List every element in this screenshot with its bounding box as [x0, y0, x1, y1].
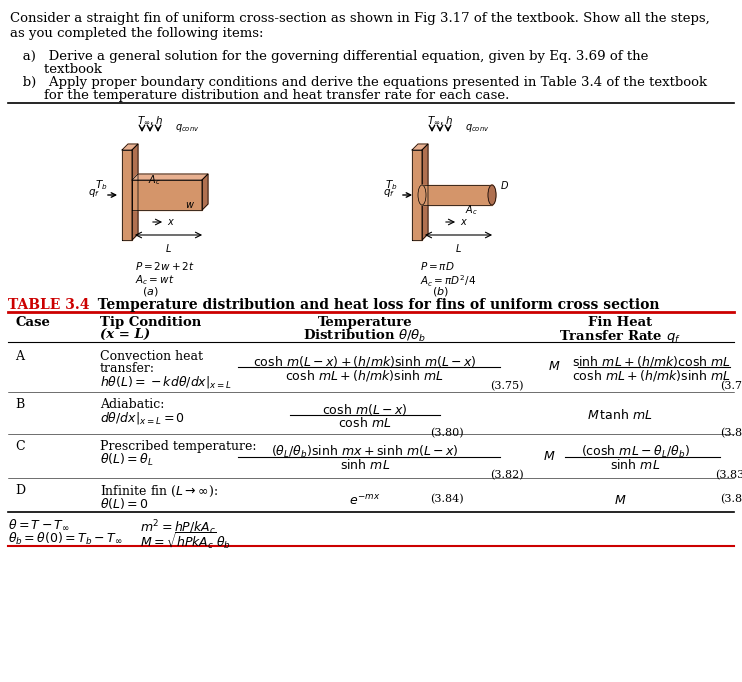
Polygon shape — [132, 174, 208, 180]
Text: $w$: $w$ — [185, 200, 195, 210]
Text: $\cosh\,m(L-x) + (h/mk)\sinh\,m(L-x)$: $\cosh\,m(L-x) + (h/mk)\sinh\,m(L-x)$ — [253, 354, 477, 369]
Text: $M$: $M$ — [548, 360, 560, 373]
Text: A: A — [15, 350, 24, 363]
Text: (3.75): (3.75) — [490, 381, 524, 391]
Polygon shape — [132, 180, 202, 210]
Text: Case: Case — [15, 316, 50, 329]
Ellipse shape — [488, 185, 496, 205]
Polygon shape — [412, 144, 428, 150]
Text: $D$: $D$ — [500, 179, 509, 191]
Text: textbook: textbook — [10, 63, 102, 76]
Text: (3.81): (3.81) — [720, 428, 742, 439]
Text: $m^2 = hP/kA_c$: $m^2 = hP/kA_c$ — [140, 518, 216, 537]
Text: $x$: $x$ — [460, 217, 468, 227]
Text: $q_f$: $q_f$ — [383, 187, 395, 199]
Text: $T_\infty, h$: $T_\infty, h$ — [137, 115, 163, 128]
Text: $\theta(L) = \theta_L$: $\theta(L) = \theta_L$ — [100, 452, 154, 468]
Text: Transfer Rate $q_f$: Transfer Rate $q_f$ — [559, 328, 681, 345]
Text: $\cosh\,mL + (h/mk)\sinh\,mL$: $\cosh\,mL + (h/mk)\sinh\,mL$ — [572, 368, 731, 383]
Text: $T_\infty, h$: $T_\infty, h$ — [427, 115, 453, 128]
Text: $\sinh\,mL$: $\sinh\,mL$ — [340, 458, 390, 472]
Text: $P = \pi D$: $P = \pi D$ — [420, 260, 455, 272]
Text: B: B — [15, 398, 24, 411]
Text: Temperature distribution and heat loss for fins of uniform cross section: Temperature distribution and heat loss f… — [88, 298, 660, 312]
Text: $M$: $M$ — [614, 494, 626, 507]
Text: $x$: $x$ — [167, 217, 175, 227]
Text: $q_{conv}$: $q_{conv}$ — [175, 122, 200, 134]
Text: (x = L): (x = L) — [100, 328, 150, 341]
Text: Tip Condition: Tip Condition — [100, 316, 201, 329]
Text: $\cosh\,m(L-x)$: $\cosh\,m(L-x)$ — [322, 402, 408, 417]
Text: $\theta(L) = 0$: $\theta(L) = 0$ — [100, 496, 149, 511]
Text: Infinite fin ($L \rightarrow \infty$):: Infinite fin ($L \rightarrow \infty$): — [100, 484, 218, 499]
Text: $T_b$: $T_b$ — [385, 178, 398, 192]
Text: $\sinh\,mL$: $\sinh\,mL$ — [610, 458, 660, 472]
Text: $M$: $M$ — [542, 450, 555, 463]
Text: (3.82): (3.82) — [490, 470, 524, 480]
Text: (3.83): (3.83) — [715, 470, 742, 480]
Text: $h\theta(L) = -kd\theta/dx|_{x=L}$: $h\theta(L) = -kd\theta/dx|_{x=L}$ — [100, 374, 232, 390]
Text: $P = 2w + 2t$: $P = 2w + 2t$ — [135, 260, 195, 272]
Text: $A_c = wt$: $A_c = wt$ — [135, 273, 174, 287]
Text: $T_b$: $T_b$ — [96, 178, 108, 192]
Text: Prescribed temperature:: Prescribed temperature: — [100, 440, 257, 453]
Text: C: C — [15, 440, 24, 453]
Text: $e^{-mx}$: $e^{-mx}$ — [349, 494, 381, 508]
Polygon shape — [422, 144, 428, 240]
Text: $q_{conv}$: $q_{conv}$ — [465, 122, 490, 134]
Text: $A_c$: $A_c$ — [148, 173, 161, 187]
Text: $\cosh\,mL + (h/mk)\sinh\,mL$: $\cosh\,mL + (h/mk)\sinh\,mL$ — [286, 368, 444, 383]
Text: transfer:: transfer: — [100, 362, 155, 375]
Text: $(b)$: $(b)$ — [432, 285, 448, 298]
Polygon shape — [422, 185, 492, 205]
Text: Adiabatic:: Adiabatic: — [100, 398, 165, 411]
Text: $A_c$: $A_c$ — [465, 203, 478, 217]
Text: Fin Heat: Fin Heat — [588, 316, 652, 329]
Polygon shape — [202, 174, 208, 210]
Text: for the temperature distribution and heat transfer rate for each case.: for the temperature distribution and hea… — [10, 89, 509, 102]
Polygon shape — [122, 150, 132, 240]
Text: $L$: $L$ — [455, 242, 462, 254]
Text: Temperature: Temperature — [318, 316, 413, 329]
Ellipse shape — [418, 185, 426, 205]
Text: $\sinh\,mL + (h/mk)\cosh\,mL$: $\sinh\,mL + (h/mk)\cosh\,mL$ — [572, 354, 731, 369]
Text: Distribution $\theta/\theta_b$: Distribution $\theta/\theta_b$ — [303, 328, 427, 344]
Polygon shape — [132, 144, 138, 240]
Text: $M\,\tanh\,mL$: $M\,\tanh\,mL$ — [587, 408, 653, 422]
Text: $q_f$: $q_f$ — [88, 187, 100, 199]
Text: $(\cosh\,mL - \theta_L/\theta_b)$: $(\cosh\,mL - \theta_L/\theta_b)$ — [580, 444, 689, 460]
Text: $\theta_b = \theta(0) = T_b - T_\infty$: $\theta_b = \theta(0) = T_b - T_\infty$ — [8, 531, 122, 547]
Text: D: D — [15, 484, 25, 497]
Text: $d\theta/dx|_{x=L} = 0$: $d\theta/dx|_{x=L} = 0$ — [100, 410, 185, 426]
Polygon shape — [122, 144, 138, 150]
Text: Convection heat: Convection heat — [100, 350, 203, 363]
Text: b)   Apply proper boundary conditions and derive the equations presented in Tabl: b) Apply proper boundary conditions and … — [10, 76, 707, 89]
Text: a)   Derive a general solution for the governing differential equation, given by: a) Derive a general solution for the gov… — [10, 50, 649, 63]
Text: $\cosh\,mL$: $\cosh\,mL$ — [338, 416, 392, 430]
Text: Consider a straight fin of uniform cross-section as shown in Fig 3.17 of the tex: Consider a straight fin of uniform cross… — [10, 12, 710, 40]
Text: $M = \sqrt{hPkA_c}\,\theta_b$: $M = \sqrt{hPkA_c}\,\theta_b$ — [140, 531, 231, 552]
Text: TABLE 3.4: TABLE 3.4 — [8, 298, 90, 312]
Text: (3.77): (3.77) — [720, 381, 742, 391]
Text: $A_c = \pi D^2/4$: $A_c = \pi D^2/4$ — [420, 273, 476, 288]
Text: $L$: $L$ — [165, 242, 171, 254]
Text: (3.85): (3.85) — [720, 494, 742, 504]
Text: $(a)$: $(a)$ — [142, 285, 158, 298]
Polygon shape — [412, 150, 422, 240]
Text: (3.80): (3.80) — [430, 428, 464, 439]
Text: (3.84): (3.84) — [430, 494, 464, 504]
Text: $(\theta_L/\theta_b)\sinh\,mx + \sinh\,m(L-x)$: $(\theta_L/\theta_b)\sinh\,mx + \sinh\,m… — [271, 444, 459, 460]
Text: $\theta = T - T_\infty$: $\theta = T - T_\infty$ — [8, 518, 70, 532]
